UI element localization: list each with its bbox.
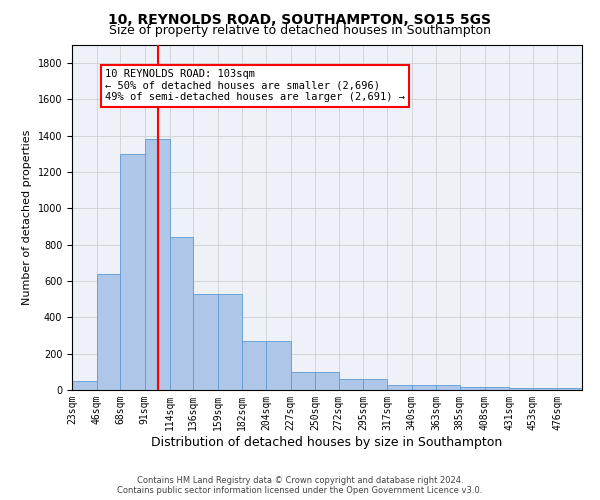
Bar <box>557 388 582 390</box>
Bar <box>242 341 266 390</box>
Bar <box>72 381 97 390</box>
Bar <box>97 274 120 390</box>
Bar <box>485 388 509 390</box>
Bar <box>170 238 193 390</box>
Bar <box>412 384 436 390</box>
Bar <box>193 294 218 390</box>
Text: 10 REYNOLDS ROAD: 103sqm
← 50% of detached houses are smaller (2,696)
49% of sem: 10 REYNOLDS ROAD: 103sqm ← 50% of detach… <box>105 69 405 102</box>
Bar <box>436 384 460 390</box>
Bar <box>266 341 290 390</box>
Bar <box>315 372 339 390</box>
Y-axis label: Number of detached properties: Number of detached properties <box>22 130 32 305</box>
Text: 10, REYNOLDS ROAD, SOUTHAMPTON, SO15 5GS: 10, REYNOLDS ROAD, SOUTHAMPTON, SO15 5GS <box>109 12 491 26</box>
Bar <box>339 379 364 390</box>
Bar <box>533 388 557 390</box>
Text: Contains HM Land Registry data © Crown copyright and database right 2024.
Contai: Contains HM Land Registry data © Crown c… <box>118 476 482 495</box>
Text: Size of property relative to detached houses in Southampton: Size of property relative to detached ho… <box>109 24 491 37</box>
Bar <box>120 154 145 390</box>
Bar <box>218 294 242 390</box>
Bar <box>290 372 315 390</box>
Bar <box>460 388 485 390</box>
Bar <box>387 384 412 390</box>
Bar <box>145 140 170 390</box>
Bar <box>509 388 533 390</box>
X-axis label: Distribution of detached houses by size in Southampton: Distribution of detached houses by size … <box>151 436 503 448</box>
Bar <box>364 379 387 390</box>
